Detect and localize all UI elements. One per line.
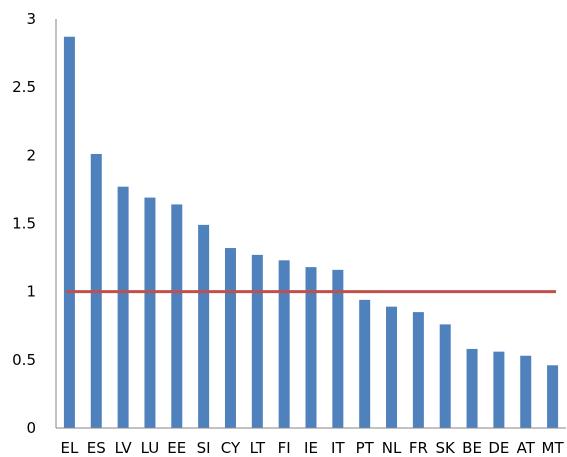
bar-fr xyxy=(412,312,424,428)
x-tick-label: LV xyxy=(115,439,133,457)
x-tick-label: SK xyxy=(436,439,457,457)
bar-it xyxy=(332,269,344,428)
bar-series xyxy=(63,36,559,429)
x-axis-ticks: EL ES LV LU EE SI CY LT FI IE IT PT NL FR SK BE DE AT MT xyxy=(60,439,564,457)
x-tick-label: BE xyxy=(462,439,482,457)
x-tick-label: MT xyxy=(542,439,565,457)
bar-sk xyxy=(439,324,451,428)
bar-lv xyxy=(117,186,129,428)
bar-fi xyxy=(278,260,290,428)
bar-ee xyxy=(171,204,183,428)
x-tick-label: FI xyxy=(278,439,291,457)
bar-pt xyxy=(359,299,371,428)
y-tick-label: 0.5 xyxy=(12,351,36,369)
bar-ie xyxy=(305,267,317,428)
bar-mt xyxy=(547,365,559,428)
x-tick-label: EL xyxy=(60,439,78,457)
bar-el xyxy=(63,36,75,429)
x-tick-label: FR xyxy=(409,439,428,457)
x-tick-label: ES xyxy=(87,439,106,457)
x-tick-label: AT xyxy=(517,439,536,457)
bar-lu xyxy=(144,197,156,428)
bar-si xyxy=(198,224,210,428)
axes xyxy=(55,19,566,429)
x-tick-label: SI xyxy=(197,439,211,457)
bar-de xyxy=(493,351,505,428)
y-tick-label: 0 xyxy=(26,419,36,437)
y-tick-label: 2.5 xyxy=(12,78,36,96)
x-tick-label: NL xyxy=(382,439,402,457)
x-tick-label: CY xyxy=(221,439,241,457)
x-tick-label: DE xyxy=(488,439,509,457)
y-tick-label: 3 xyxy=(26,10,36,28)
y-tick-label: 1.5 xyxy=(12,215,36,233)
x-tick-label: IT xyxy=(331,439,345,457)
x-tick-label: PT xyxy=(356,439,375,457)
x-tick-label: EE xyxy=(167,439,186,457)
bar-cy xyxy=(224,248,236,428)
x-tick-label: LU xyxy=(141,439,160,457)
y-tick-label: 2 xyxy=(26,146,36,164)
y-tick-label: 1 xyxy=(26,283,36,301)
y-axis-ticks: 0 0.5 1 1.5 2 2.5 3 xyxy=(12,10,36,437)
x-tick-label: IE xyxy=(304,439,318,457)
bar-nl xyxy=(386,306,398,428)
bar-lt xyxy=(251,254,263,428)
bar-be xyxy=(466,348,478,428)
bar-at xyxy=(520,355,532,428)
x-tick-label: LT xyxy=(250,439,266,457)
